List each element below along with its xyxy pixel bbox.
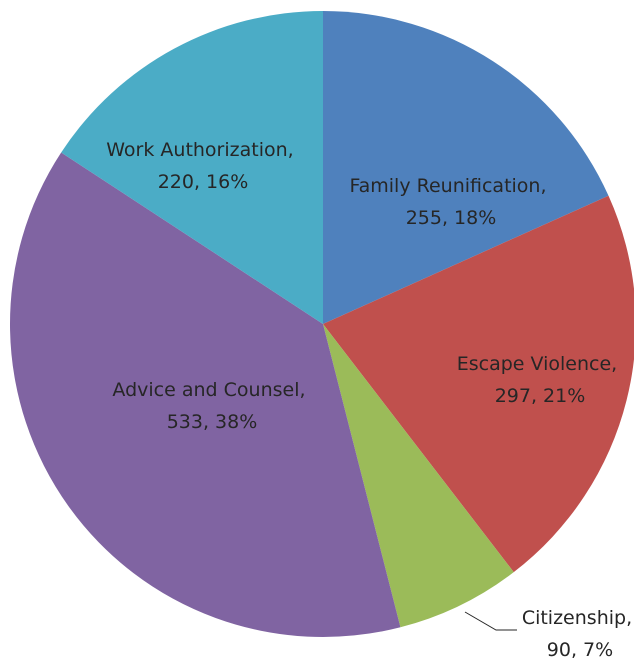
- label-citizenship-name: Citizenship,: [522, 607, 632, 629]
- slice-work-authorization: [61, 11, 324, 324]
- label-work-authorization-value: 220, 16%: [158, 171, 249, 193]
- label-advice-and-counsel-name: Advice and Counsel,: [112, 379, 305, 401]
- label-family-reunification-name: Family Reunification,: [349, 175, 546, 197]
- label-citizenship-value: 90, 7%: [547, 639, 613, 661]
- slice-family-reunification: [323, 10, 609, 324]
- slice-citizenship: [323, 324, 514, 628]
- citizenship-leader-line: [464, 611, 517, 631]
- label-advice-and-counsel: Advice and Counsel, 533, 38%: [112, 379, 311, 433]
- label-family-reunification-value: 255, 18%: [406, 207, 497, 229]
- slice-escape-violence: [323, 195, 634, 573]
- slice-advice-and-counsel: [9, 152, 401, 637]
- label-escape-violence: Escape Violence, 297, 21%: [457, 353, 624, 407]
- label-escape-violence-name: Escape Violence,: [457, 353, 617, 375]
- label-family-reunification: Family Reunification, 255, 18%: [349, 175, 552, 229]
- label-work-authorization: Work Authorization, 220, 16%: [106, 139, 300, 193]
- label-advice-and-counsel-value: 533, 38%: [167, 411, 258, 433]
- slice-labels: Family Reunification, 255, 18% Escape Vi…: [106, 139, 634, 661]
- label-escape-violence-value: 297, 21%: [495, 385, 586, 407]
- pie-slices: [9, 10, 634, 637]
- label-citizenship: Citizenship, 90, 7%: [522, 607, 634, 661]
- label-work-authorization-name: Work Authorization,: [106, 139, 293, 161]
